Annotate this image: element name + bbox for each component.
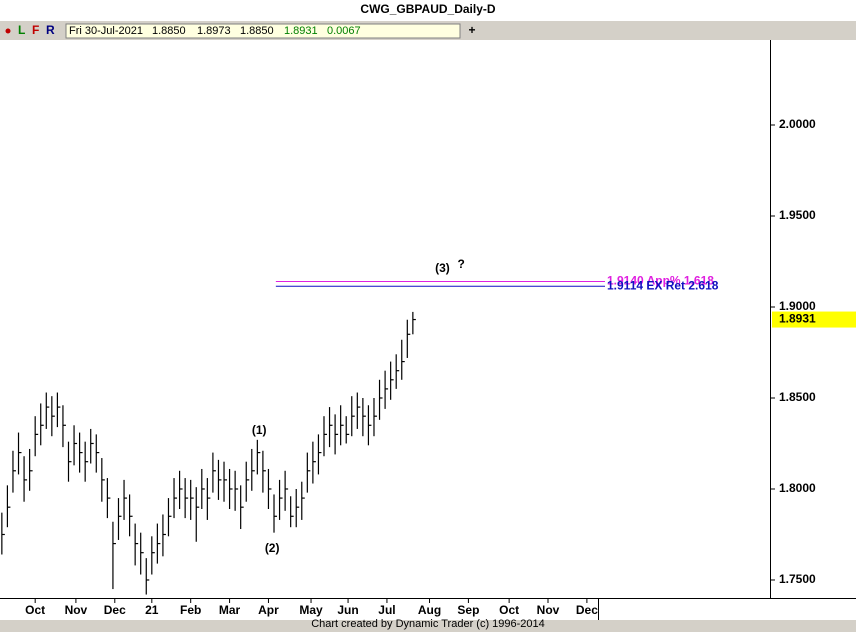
quote-change: 0.0067 — [327, 25, 361, 37]
toolbar-button[interactable]: L — [18, 23, 25, 37]
x-tick-label: Nov — [537, 603, 560, 617]
quote-low: 1.8850 — [240, 25, 274, 37]
add-button[interactable]: + — [468, 23, 475, 37]
wave-label: (3) — [435, 261, 450, 275]
footer-bar — [0, 620, 856, 632]
x-tick-label: Feb — [180, 603, 201, 617]
x-tick-label: Mar — [219, 603, 241, 617]
quote-date: Fri 30-Jul-2021 — [69, 25, 143, 37]
footer: Chart created by Dynamic Trader (c) 1996… — [311, 618, 545, 630]
x-tick-label: Oct — [25, 603, 45, 617]
last-price-box — [772, 311, 856, 328]
quote-open: 1.8850 — [152, 25, 186, 37]
wave-label: (1) — [252, 423, 267, 437]
wave-label: (2) — [265, 541, 280, 555]
x-tick-label: Jun — [337, 603, 358, 617]
x-tick-label: Oct — [499, 603, 519, 617]
x-tick-label: Apr — [258, 603, 279, 617]
wave-label-sup: ? — [457, 257, 464, 271]
y-tick-label: 2.0000 — [779, 117, 816, 131]
x-tick-label: Aug — [418, 603, 441, 617]
y-tick-label: 1.8500 — [779, 390, 816, 404]
x-tick-label: Jul — [378, 603, 395, 617]
x-tick-label: Dec — [104, 603, 126, 617]
x-tick-label: 21 — [145, 603, 159, 617]
x-tick-label: Dec — [576, 603, 598, 617]
y-tick-label: 1.8000 — [779, 481, 816, 495]
y-tick-label: 1.9500 — [779, 208, 816, 222]
level-label: 1.9114 EX Ret 2.618 — [607, 278, 719, 292]
x-tick-label: Nov — [65, 603, 88, 617]
quote-close: 1.8931 — [284, 25, 318, 37]
level-label: 1.9140 App% 1.618 — [607, 274, 714, 288]
quote-high: 1.8973 — [197, 25, 231, 37]
status-dot — [5, 28, 11, 34]
y-tick-label: 1.9000 — [779, 299, 816, 313]
toolbar-button[interactable]: F — [32, 23, 39, 37]
y-tick-label: 1.7500 — [779, 572, 816, 586]
x-tick-label: May — [299, 603, 323, 617]
last-price-label: 1.8931 — [779, 312, 816, 326]
toolbar-button[interactable]: R — [46, 23, 55, 37]
chart-title: CWG_GBPAUD_Daily-D — [360, 2, 495, 16]
quote-field — [65, 23, 461, 39]
x-tick-label: Sep — [457, 603, 479, 617]
